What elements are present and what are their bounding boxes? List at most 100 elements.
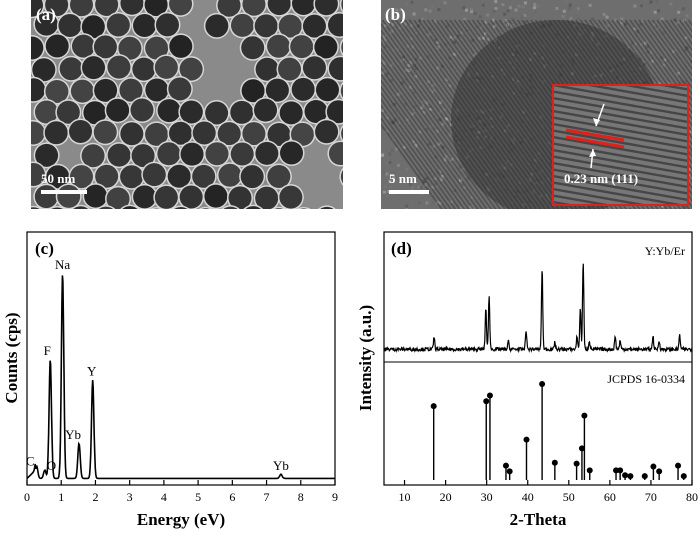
nanoparticle — [71, 80, 94, 103]
nanoparticle — [218, 164, 241, 187]
nanoparticle — [315, 120, 338, 143]
reference-stick-marker — [681, 473, 687, 479]
nanoparticle — [133, 14, 156, 37]
nanoparticle — [206, 142, 229, 165]
reference-stick-marker — [650, 464, 656, 470]
nanoparticle — [280, 142, 303, 165]
nanoparticle — [267, 35, 290, 58]
reference-stick-marker — [581, 413, 587, 419]
nanoparticle — [292, 78, 315, 101]
nanoparticle — [241, 165, 264, 188]
x-tick-label-d: 50 — [563, 490, 575, 504]
x-tick-label-c: 4 — [161, 490, 167, 504]
panel-c-label: (c) — [35, 239, 54, 258]
reference-stick-marker — [675, 463, 681, 469]
plot-frame-d — [384, 232, 692, 485]
x-axis-label-c: Energy (eV) — [137, 510, 225, 529]
eds-spectrum-line — [27, 275, 335, 478]
reference-stick-marker — [642, 473, 648, 479]
x-tick-label-d: 80 — [686, 490, 698, 504]
tem-image-a: (a) 50 nm — [31, 0, 343, 209]
nanoparticle — [255, 187, 278, 209]
nanoparticle — [168, 77, 191, 100]
reference-stick-marker — [431, 403, 437, 409]
reference-stick-marker — [507, 468, 513, 474]
nanoparticle — [82, 56, 105, 79]
nanoparticle — [169, 122, 192, 145]
x-tick-label-d: 60 — [604, 490, 616, 504]
nanoparticle — [255, 142, 278, 165]
reference-stick-marker — [503, 463, 509, 469]
lattice-spacing-label: 0.23 nm (111) — [564, 171, 638, 186]
nanoparticle — [143, 163, 166, 186]
reference-stick-marker — [617, 467, 623, 473]
nanoparticle — [168, 165, 191, 188]
nanoparticle — [181, 143, 204, 166]
x-tick-label-d: 40 — [522, 490, 534, 504]
nanoparticle — [133, 185, 156, 208]
nanoparticle — [155, 56, 178, 79]
nanoparticle — [204, 185, 227, 208]
series-label-reference: JCPDS 16-0334 — [607, 372, 685, 386]
x-tick-label-d: 30 — [481, 490, 493, 504]
nanoparticle — [69, 120, 92, 143]
peak-label-o: O — [47, 458, 56, 473]
nanoparticle — [303, 15, 326, 38]
y-axis-label-c: Counts (cps) — [2, 312, 21, 403]
reference-stick-marker — [552, 460, 558, 466]
nanoparticle — [157, 142, 180, 165]
nanoparticle — [155, 186, 178, 209]
nanoparticle — [156, 13, 179, 36]
scale-bar-b — [389, 190, 429, 194]
nanoparticle — [158, 99, 181, 122]
plot-frame-c — [27, 232, 335, 485]
nanoparticle — [120, 165, 143, 188]
nanoparticle — [57, 185, 80, 208]
x-tick-label-c: 9 — [332, 490, 338, 504]
nanoparticle — [120, 122, 143, 145]
xrd-pattern-line — [384, 264, 692, 351]
reference-stick-pattern — [431, 381, 687, 480]
peak-label-yb: Yb — [65, 427, 81, 442]
peak-label-na: Na — [55, 257, 70, 272]
nanoparticle — [279, 186, 302, 209]
reference-stick-marker — [622, 472, 628, 478]
nanoparticle — [131, 99, 154, 122]
nanoparticle — [106, 99, 129, 122]
nanoparticle — [108, 144, 131, 167]
reference-stick-marker — [574, 461, 580, 467]
nanoparticle — [82, 144, 105, 167]
x-tick-label-d: 70 — [645, 490, 657, 504]
series-label-sample: Y:Yb/Er — [645, 244, 685, 258]
nanoparticle — [205, 14, 228, 37]
peak-label-yb: Yb — [273, 458, 289, 473]
nanoparticle — [241, 36, 264, 59]
x-tick-label-d: 10 — [399, 490, 411, 504]
panel-b-label: (b) — [385, 5, 406, 24]
nanoparticle — [230, 101, 253, 124]
x-tick-label-d: 20 — [440, 490, 452, 504]
nanoparticle — [280, 101, 303, 124]
nanoparticle — [84, 185, 107, 208]
peak-label-f: F — [44, 343, 51, 358]
x-tick-label-c: 3 — [127, 490, 133, 504]
nanoparticle — [180, 185, 203, 208]
nanoparticle — [303, 56, 326, 79]
nanoparticle — [278, 58, 301, 81]
nanoparticle — [145, 78, 168, 101]
nanoparticle — [169, 35, 192, 58]
x-tick-label-c: 1 — [58, 490, 64, 504]
reference-stick-marker — [524, 437, 530, 443]
x-tick-label-c: 0 — [24, 490, 30, 504]
nanoparticle — [255, 14, 278, 37]
nanoparticle — [316, 78, 339, 101]
nanoparticle — [60, 57, 83, 80]
nanoparticle — [132, 58, 155, 81]
scale-bar-a — [41, 190, 87, 194]
nanoparticle — [180, 101, 203, 124]
nanoparticle — [94, 35, 117, 58]
